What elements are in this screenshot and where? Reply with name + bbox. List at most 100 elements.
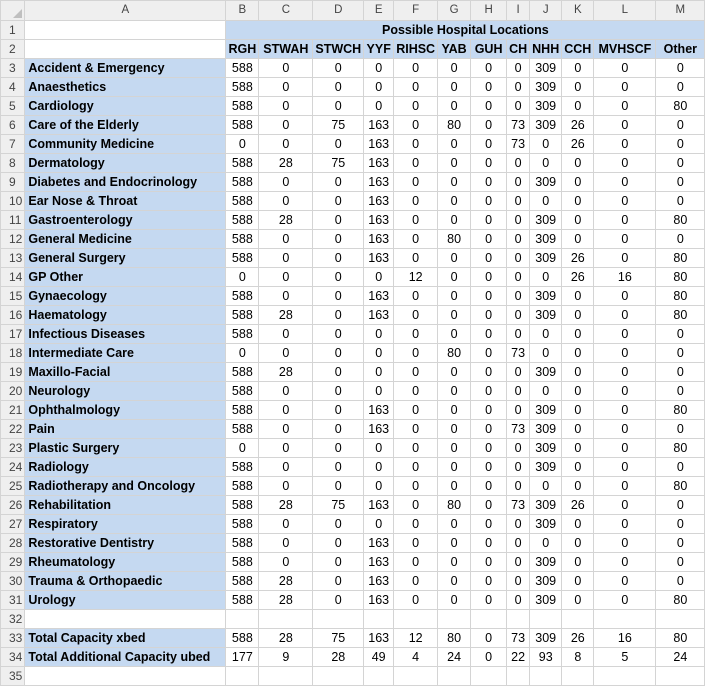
value-cell[interactable]: 0 bbox=[593, 229, 657, 249]
value-cell[interactable]: 0 bbox=[593, 419, 657, 439]
value-cell[interactable]: 0 bbox=[363, 438, 395, 458]
value-cell[interactable]: 0 bbox=[561, 419, 595, 439]
value-cell[interactable]: 0 bbox=[593, 324, 657, 344]
value-cell[interactable]: 26 bbox=[561, 267, 595, 287]
specialty-label-cell[interactable]: Respiratory bbox=[24, 514, 227, 534]
value-cell[interactable]: 0 bbox=[393, 96, 439, 116]
value-cell[interactable]: 0 bbox=[258, 77, 314, 97]
value-cell[interactable]: 588 bbox=[225, 552, 260, 572]
value-cell[interactable]: 0 bbox=[593, 77, 657, 97]
value-cell[interactable]: 0 bbox=[312, 533, 365, 553]
value-cell[interactable]: 80 bbox=[655, 96, 706, 116]
value-cell[interactable]: 0 bbox=[470, 324, 508, 344]
specialty-label-cell[interactable]: Restorative Dentistry bbox=[24, 533, 227, 553]
value-cell[interactable]: 0 bbox=[437, 58, 472, 78]
value-cell[interactable]: 588 bbox=[225, 115, 260, 135]
value-cell[interactable]: 588 bbox=[225, 590, 260, 610]
value-cell[interactable]: 588 bbox=[225, 229, 260, 249]
value-cell[interactable]: 0 bbox=[529, 533, 563, 553]
value-cell[interactable]: 0 bbox=[593, 115, 657, 135]
value-cell[interactable]: 0 bbox=[393, 476, 439, 496]
specialty-label-cell[interactable]: Dermatology bbox=[24, 153, 227, 173]
location-header-cell[interactable]: YAB bbox=[437, 39, 472, 59]
value-cell[interactable]: 0 bbox=[506, 552, 531, 572]
cell[interactable] bbox=[24, 20, 227, 40]
value-cell[interactable]: 588 bbox=[225, 77, 260, 97]
value-cell[interactable]: 0 bbox=[506, 96, 531, 116]
value-cell[interactable]: 0 bbox=[393, 495, 439, 515]
value-cell[interactable]: 0 bbox=[561, 58, 595, 78]
total-value-cell[interactable]: 16 bbox=[593, 628, 657, 648]
value-cell[interactable]: 0 bbox=[437, 571, 472, 591]
value-cell[interactable]: 0 bbox=[312, 77, 365, 97]
value-cell[interactable]: 309 bbox=[529, 571, 563, 591]
value-cell[interactable]: 0 bbox=[363, 343, 395, 363]
value-cell[interactable]: 0 bbox=[655, 58, 706, 78]
value-cell[interactable]: 0 bbox=[258, 400, 314, 420]
value-cell[interactable]: 0 bbox=[561, 457, 595, 477]
value-cell[interactable]: 0 bbox=[506, 438, 531, 458]
value-cell[interactable]: 0 bbox=[593, 58, 657, 78]
value-cell[interactable]: 0 bbox=[393, 153, 439, 173]
value-cell[interactable]: 0 bbox=[258, 267, 314, 287]
value-cell[interactable]: 0 bbox=[225, 438, 260, 458]
value-cell[interactable]: 309 bbox=[529, 77, 563, 97]
specialty-label-cell[interactable]: Maxillo-Facial bbox=[24, 362, 227, 382]
value-cell[interactable]: 588 bbox=[225, 457, 260, 477]
total-value-cell[interactable]: 24 bbox=[655, 647, 706, 667]
value-cell[interactable]: 588 bbox=[225, 248, 260, 268]
value-cell[interactable]: 588 bbox=[225, 305, 260, 325]
value-cell[interactable]: 0 bbox=[506, 400, 531, 420]
value-cell[interactable]: 0 bbox=[470, 115, 508, 135]
value-cell[interactable]: 0 bbox=[393, 248, 439, 268]
row-number[interactable]: 24 bbox=[0, 457, 26, 477]
total-value-cell[interactable]: 0 bbox=[470, 647, 508, 667]
row-number[interactable]: 5 bbox=[0, 96, 26, 116]
row-number[interactable]: 28 bbox=[0, 533, 26, 553]
value-cell[interactable]: 80 bbox=[437, 495, 472, 515]
value-cell[interactable]: 26 bbox=[561, 115, 595, 135]
total-value-cell[interactable]: 309 bbox=[529, 628, 563, 648]
value-cell[interactable]: 0 bbox=[470, 210, 508, 230]
value-cell[interactable]: 0 bbox=[393, 191, 439, 211]
value-cell[interactable]: 0 bbox=[258, 229, 314, 249]
specialty-label-cell[interactable]: Pain bbox=[24, 419, 227, 439]
value-cell[interactable]: 80 bbox=[655, 438, 706, 458]
value-cell[interactable]: 0 bbox=[393, 324, 439, 344]
specialty-label-cell[interactable]: Neurology bbox=[24, 381, 227, 401]
total-value-cell[interactable]: 8 bbox=[561, 647, 595, 667]
specialty-label-cell[interactable]: Plastic Surgery bbox=[24, 438, 227, 458]
value-cell[interactable]: 0 bbox=[593, 514, 657, 534]
value-cell[interactable]: 0 bbox=[529, 153, 563, 173]
value-cell[interactable]: 0 bbox=[561, 324, 595, 344]
value-cell[interactable]: 0 bbox=[312, 514, 365, 534]
row-number[interactable]: 31 bbox=[0, 590, 26, 610]
value-cell[interactable]: 0 bbox=[470, 305, 508, 325]
value-cell[interactable]: 0 bbox=[437, 419, 472, 439]
value-cell[interactable]: 0 bbox=[363, 362, 395, 382]
value-cell[interactable]: 309 bbox=[529, 400, 563, 420]
value-cell[interactable]: 0 bbox=[506, 286, 531, 306]
value-cell[interactable]: 80 bbox=[655, 248, 706, 268]
value-cell[interactable]: 0 bbox=[258, 438, 314, 458]
value-cell[interactable]: 0 bbox=[437, 514, 472, 534]
column-header-e[interactable]: E bbox=[363, 0, 395, 21]
value-cell[interactable]: 0 bbox=[506, 514, 531, 534]
value-cell[interactable]: 0 bbox=[312, 381, 365, 401]
value-cell[interactable]: 0 bbox=[312, 172, 365, 192]
value-cell[interactable]: 0 bbox=[312, 400, 365, 420]
value-cell[interactable]: 0 bbox=[470, 495, 508, 515]
value-cell[interactable]: 0 bbox=[470, 172, 508, 192]
value-cell[interactable]: 0 bbox=[529, 134, 563, 154]
value-cell[interactable]: 0 bbox=[437, 305, 472, 325]
value-cell[interactable]: 0 bbox=[363, 96, 395, 116]
value-cell[interactable]: 0 bbox=[655, 495, 706, 515]
value-cell[interactable]: 0 bbox=[312, 96, 365, 116]
location-header-cell[interactable]: MVHSCF bbox=[593, 39, 657, 59]
row-number[interactable]: 21 bbox=[0, 400, 26, 420]
total-value-cell[interactable]: 24 bbox=[437, 647, 472, 667]
total-value-cell[interactable]: 4 bbox=[393, 647, 439, 667]
value-cell[interactable]: 0 bbox=[506, 305, 531, 325]
location-header-cell[interactable]: Other bbox=[655, 39, 706, 59]
value-cell[interactable]: 0 bbox=[593, 286, 657, 306]
